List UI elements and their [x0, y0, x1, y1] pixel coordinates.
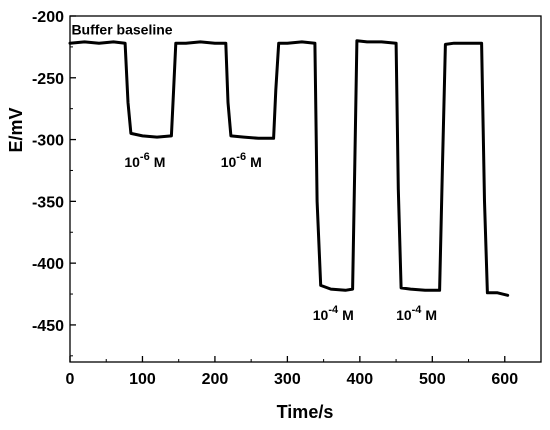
y-tick-label: -450 — [32, 318, 64, 335]
concentration-exponent: -6 — [236, 151, 246, 163]
concentration-base: 10 — [313, 307, 329, 323]
concentration-exponent: -4 — [328, 304, 339, 316]
concentration-annotation: 10-6 M — [221, 151, 262, 170]
y-tick-label: -250 — [32, 71, 64, 88]
concentration-base: 10 — [396, 307, 412, 323]
x-tick-label: 100 — [129, 371, 156, 388]
x-tick-label: 0 — [66, 371, 75, 388]
concentration-exponent: -4 — [412, 304, 423, 316]
x-axis-title: Time/s — [277, 402, 334, 422]
concentration-unit: M — [425, 307, 437, 323]
y-tick-label: -400 — [32, 256, 64, 273]
x-tick-label: 300 — [274, 371, 301, 388]
y-tick-label: -300 — [32, 133, 64, 150]
concentration-unit: M — [342, 307, 354, 323]
concentration-base: 10 — [221, 154, 237, 170]
x-tick-label: 200 — [202, 371, 229, 388]
concentration-unit: M — [154, 154, 166, 170]
concentration-unit: M — [250, 154, 262, 170]
x-axis: 0 100 200 300 400 500 600 — [66, 356, 518, 388]
y-tick-label: -350 — [32, 194, 64, 211]
y-tick-label: -200 — [32, 9, 64, 26]
x-tick-label: 400 — [346, 371, 373, 388]
x-tick-label: 600 — [491, 371, 518, 388]
y-axis: -200 -250 -300 -350 -400 -450 — [32, 9, 76, 357]
concentration-annotation: 10-4 M — [313, 304, 354, 323]
potential-series-line — [68, 39, 510, 297]
y-axis-title: E/mV — [6, 107, 26, 152]
x-tick-label: 500 — [419, 371, 446, 388]
concentration-base: 10 — [124, 154, 140, 170]
concentration-annotation: 10-6 M — [124, 151, 165, 170]
plot-frame — [69, 15, 542, 363]
concentration-annotation: 10-4 M — [396, 304, 437, 323]
baseline-annotation: Buffer baseline — [71, 22, 172, 38]
concentration-exponent: -6 — [140, 151, 150, 163]
